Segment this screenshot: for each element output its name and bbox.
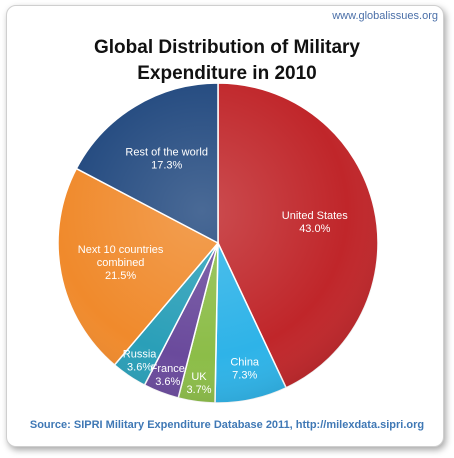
slice-label-china: China 7.3% bbox=[230, 357, 260, 382]
chart-title-line-1: Global Distribution of Military bbox=[94, 37, 360, 58]
slice-label-uk: UK 3.7% bbox=[186, 371, 211, 396]
chart-title-line-2: Expenditure in 2010 bbox=[137, 63, 317, 84]
slice-label-united-states: United States 43.0% bbox=[282, 210, 349, 235]
slice-label-rest-of-the-world: Rest of the world 17.3% bbox=[125, 147, 208, 172]
slice-label-next-10-countries-combined: Next 10 countries combined 21.5% bbox=[78, 244, 164, 282]
slice-label-france: France 3.6% bbox=[151, 363, 185, 388]
site-url: www.globalissues.org bbox=[332, 10, 438, 22]
source-note: Source: SIPRI Military Expenditure Datab… bbox=[29, 419, 425, 431]
slice-label-russia: Russia 3.6% bbox=[123, 348, 158, 373]
